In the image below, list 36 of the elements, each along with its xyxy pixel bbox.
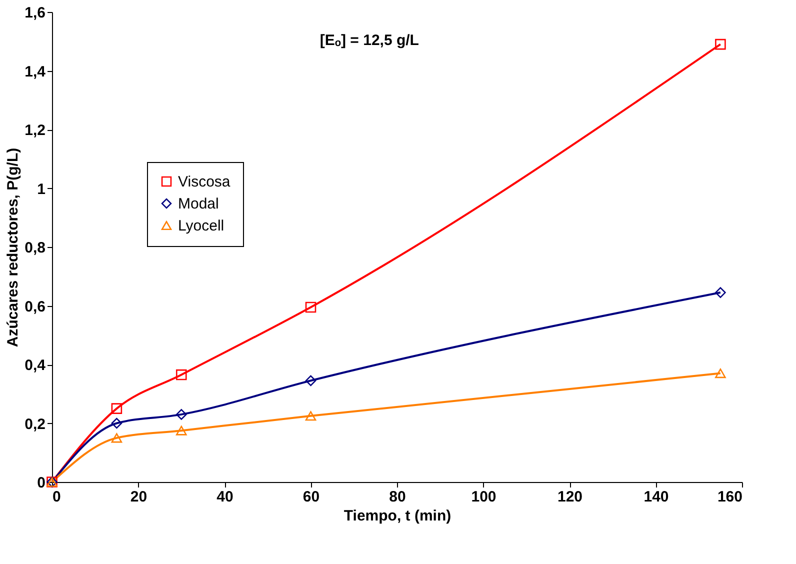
point [305,411,316,421]
point [176,409,187,420]
y-tick-label: 1,6 [24,4,46,22]
y-axis-title: Azúcares reductores, P(g/L) [4,148,22,348]
y-tick-label: 0,8 [24,240,46,256]
x-tick-label: 20 [130,488,148,506]
x-tick-label: 140 [644,488,669,506]
point [715,38,726,50]
y-tick-label: 1,4 [24,63,46,80]
point [176,426,187,436]
annotation: [Eₒ] = 12,5 g/L [320,32,419,49]
point [111,403,122,414]
point [111,433,122,443]
y-tick-label: 0 [37,474,46,492]
y-tick-label: 1 [37,180,46,198]
x-tick-label: 100 [471,488,496,506]
x-tick-label: 40 [216,488,234,506]
x-tick-label: 120 [557,488,583,506]
x-tick-label: 60 [302,488,320,506]
y-tick-label: 0,2 [24,416,46,433]
point [715,287,726,298]
legend-label: Lyocell [178,218,224,234]
point [176,369,187,380]
x-tick-label: 160 [717,488,742,506]
y-tick-label: 0,6 [24,298,46,316]
x-axis-title: Tiempo, t (min) [344,508,452,524]
point [305,302,316,313]
x-tick-label: 0 [52,488,61,506]
y-tick-label: 1,2 [24,122,46,139]
point [715,368,726,378]
legend-label: Modal [178,196,219,212]
x-tick-label: 80 [389,488,406,506]
y-tick-label: 0,4 [24,357,46,374]
legend-label: Viscosa [178,174,231,190]
point [111,418,122,429]
point [305,375,316,386]
